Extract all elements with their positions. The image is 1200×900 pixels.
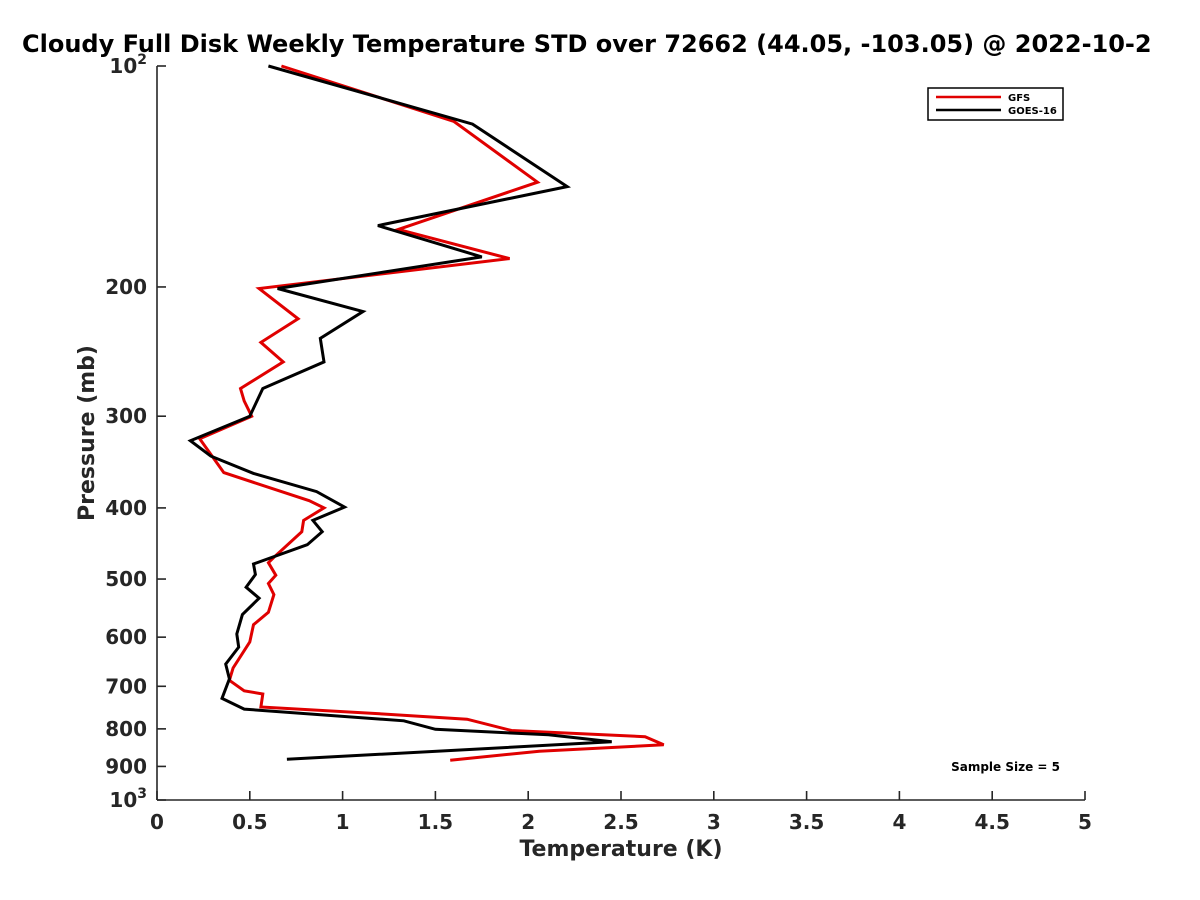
x-tick-label: 1: [336, 810, 350, 834]
x-tick-label: 4.5: [974, 810, 1009, 834]
chart-title: Cloudy Full Disk Weekly Temperature STD …: [22, 30, 1152, 58]
x-tick-label: 4: [892, 810, 906, 834]
x-tick-label: 2: [521, 810, 535, 834]
y-tick-label: 200: [105, 275, 147, 299]
series-lines: [187, 64, 665, 762]
y-tick-label: 103: [109, 786, 147, 812]
y-tick-label: 900: [105, 754, 147, 778]
x-tick-label: 3: [707, 810, 721, 834]
legend-box: [927, 87, 1064, 121]
series-line-gfs: [197, 64, 665, 762]
y-tick-label: 800: [105, 717, 147, 741]
y-axis-label: Pressure (mb): [75, 345, 100, 521]
legend-label: GFS: [1008, 93, 1030, 104]
series-line-goes-16: [187, 64, 612, 761]
y-tick-label: 400: [105, 496, 147, 520]
y-tick-exponent: 2: [137, 52, 147, 68]
y-tick-exponent: 3: [137, 786, 147, 802]
x-axis-label: Temperature (K): [519, 837, 722, 862]
x-tick-label: 0: [150, 810, 164, 834]
x-tick-label: 1.5: [418, 810, 453, 834]
y-tick-label: 700: [105, 674, 147, 698]
y-tick-label: 600: [105, 625, 147, 649]
sample-size-annotation: Sample Size = 5: [951, 760, 1060, 774]
y-tick-label: 102: [109, 52, 147, 78]
axes: 0 0.5 1 1.5 2 2.5 3 3.5 4 4.5 5 102 200 300 400 500 600 7…: [105, 52, 1092, 834]
legend-label: GOES-16: [1008, 106, 1057, 117]
y-tick-label: 500: [105, 567, 147, 591]
y-tick-label: 300: [105, 404, 147, 428]
x-tick-label: 2.5: [603, 810, 638, 834]
legend: GFS GOES-16: [927, 87, 1064, 121]
x-tick-label: 3.5: [789, 810, 824, 834]
x-tick-label: 0.5: [232, 810, 267, 834]
x-tick-label: 5: [1078, 810, 1092, 834]
